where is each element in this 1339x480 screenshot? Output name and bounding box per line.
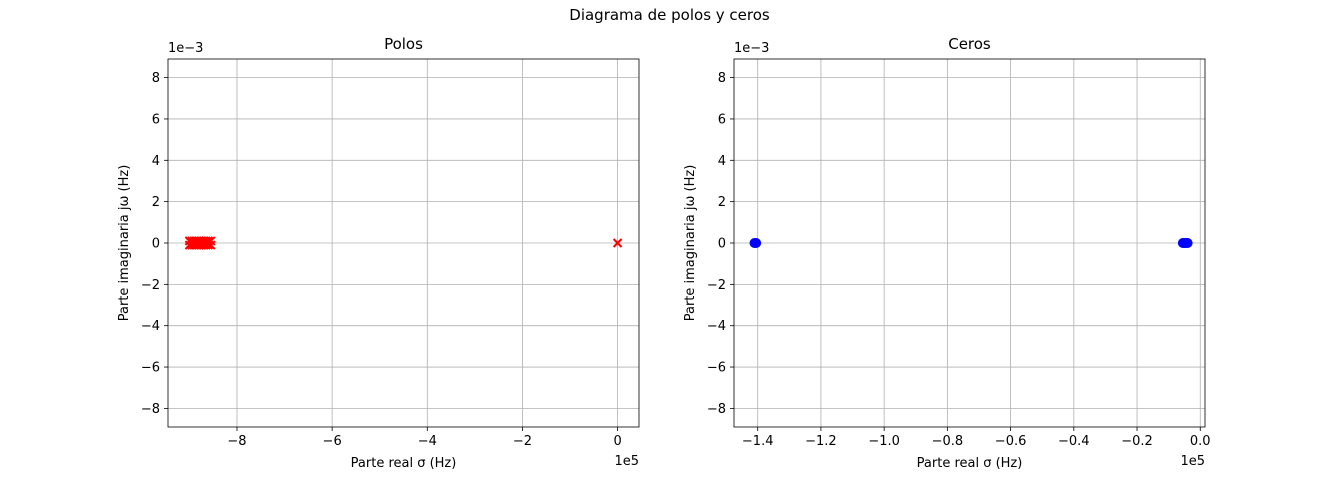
panel-1-pole-marker: [206, 240, 216, 250]
panel-1-x-axis-label: Parte real σ (Hz): [351, 456, 457, 471]
figure-suptitle: Diagrama de polos y ceros: [569, 6, 770, 24]
panel-2-y-tick-label: −4: [707, 319, 726, 334]
panel-2-x-axis-label: Parte real σ (Hz): [917, 456, 1023, 471]
panel-2-x-tick-label: 0.0: [1190, 434, 1211, 449]
panel-2-x-tick-label: −1.4: [742, 434, 774, 449]
panel-1-y-tick-label: 0: [152, 237, 160, 252]
panel-2-y-tick-label: 0: [718, 237, 726, 252]
panel-1-pole-marker: [612, 238, 623, 248]
panel-1-y-axis-label: Parte imaginaria jω (Hz): [117, 165, 132, 322]
panel-1-y-tick-label: 6: [152, 112, 160, 127]
panel-1-y-offset-label: 1e−3: [168, 41, 203, 56]
panel-2-x-tick-label: −1.0: [868, 434, 900, 449]
panel-1-x-tick-label: −4: [418, 434, 437, 449]
panel-2-x-tick-label: −0.4: [1058, 434, 1090, 449]
panel-2-axes-frame: [733, 58, 1206, 428]
panel-2-title: Ceros: [948, 35, 991, 53]
panel-2-y-tick-label: 4: [718, 154, 726, 169]
panel-2-y-tick-label: −8: [707, 402, 726, 417]
panel-1-y-tick-label: −8: [141, 402, 160, 417]
panel-2-x-tick-label: −0.2: [1121, 434, 1153, 449]
panel-2-y-offset-label: 1e−3: [734, 41, 769, 56]
panel-1-x-tick-label: −8: [227, 434, 246, 449]
panel-2-y-tick-label: −6: [707, 361, 726, 376]
panel-1-x-offset-label: 1e5: [614, 454, 639, 469]
panel-1-y-tick-label: 4: [152, 154, 160, 169]
panel-2-x-offset-label: 1e5: [1180, 454, 1205, 469]
panel-2-x-tick-label: −0.6: [995, 434, 1027, 449]
panel-2-y-tick-label: 8: [718, 71, 726, 86]
panel-2-y-tick-label: 6: [718, 112, 726, 127]
panel-2-y-tick-label: −2: [707, 278, 726, 293]
panel-2-zero-marker: [751, 238, 762, 248]
panel-1-axes-frame: [167, 58, 640, 428]
panel-1-y-tick-label: 8: [152, 71, 160, 86]
panel-1-y-tick-label: −4: [141, 319, 160, 334]
panel-1-y-tick-label: −2: [141, 278, 160, 293]
panel-2-y-axis-label: Parte imaginaria jω (Hz): [683, 165, 698, 322]
panel-2-zero-marker: [1182, 238, 1193, 248]
panel-1-y-tick-label: 2: [152, 195, 160, 210]
panel-1-x-tick-label: 0: [613, 434, 621, 449]
panel-1-pole-marker: [203, 240, 214, 250]
panel-1-y-tick-label: −6: [141, 361, 160, 376]
panel-1-title: Polos: [384, 35, 423, 53]
panel-2-x-tick-label: −0.8: [932, 434, 964, 449]
panel-2-x-tick-label: −1.2: [805, 434, 837, 449]
panel-2-y-tick-label: 2: [718, 195, 726, 210]
panel-1-x-tick-label: −2: [513, 434, 532, 449]
panel-1-x-tick-label: −6: [323, 434, 342, 449]
